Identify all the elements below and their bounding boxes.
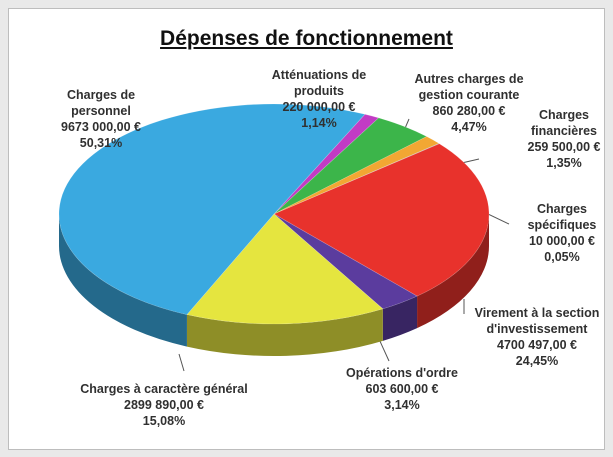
label-percent: 15,08% xyxy=(142,414,186,428)
leader-line xyxy=(378,338,390,362)
data-label: Opérations d'ordre 603 600,00 € 3,14% xyxy=(337,365,467,413)
pie xyxy=(58,103,490,356)
label-amount: 220 000,00 € xyxy=(282,100,356,114)
label-amount: 860 280,00 € xyxy=(432,104,506,118)
slice-side xyxy=(417,214,489,329)
slice xyxy=(273,136,440,215)
slice xyxy=(186,213,384,325)
label-name: Charges à caractère général xyxy=(80,382,248,396)
chart-title: Dépenses de fonctionnement xyxy=(160,27,453,50)
label-percent: 3,14% xyxy=(384,398,420,412)
label-name: Virement à la section d'investissement xyxy=(474,306,600,336)
label-amount: 2899 890,00 € xyxy=(124,398,204,412)
label-name: Opérations d'ordre xyxy=(345,366,459,380)
data-label: Charges spécifiques 10 000,00 € 0,05% xyxy=(517,201,607,265)
label-name: Autres charges de gestion courante xyxy=(414,72,524,102)
label-name: Atténuations de produits xyxy=(271,68,367,98)
slice xyxy=(273,213,418,310)
chart-frame: Dépenses de fonctionnement Atténuations … xyxy=(8,8,605,450)
data-label: Virement à la section d'investissement 47… xyxy=(462,305,612,369)
label-name: Charges de personnel xyxy=(66,88,136,118)
data-label: Charges financières 259 500,00 € 1,35% xyxy=(519,107,609,171)
label-amount: 603 600,00 € xyxy=(365,382,439,396)
label-percent: 1,14% xyxy=(301,116,337,130)
label-amount: 10 000,00 € xyxy=(528,234,596,248)
slice xyxy=(273,113,380,215)
slice-side xyxy=(59,214,187,347)
data-label: Charges à caractère général 2899 890,00 €… xyxy=(64,381,264,429)
data-label: Atténuations de produits 220 000,00 € 1,14… xyxy=(259,67,379,131)
slice-side xyxy=(382,296,418,341)
label-percent: 24,45% xyxy=(515,354,559,368)
label-name: Charges spécifiques xyxy=(527,202,597,232)
label-percent: 1,35% xyxy=(546,156,582,170)
label-name: Charges financières xyxy=(530,108,597,138)
data-label: Charges de personnel 9673 000,00 € 50,31% xyxy=(41,87,161,151)
label-percent: 50,31% xyxy=(79,136,123,150)
data-label: Autres charges de gestion courante 860 28… xyxy=(402,71,537,135)
slice xyxy=(58,103,366,315)
chart xyxy=(58,103,510,372)
label-amount: 4700 497,00 € xyxy=(497,338,577,352)
label-amount: 259 500,00 € xyxy=(527,140,601,154)
slice xyxy=(273,143,490,297)
label-percent: 0,05% xyxy=(544,250,580,264)
label-percent: 4,47% xyxy=(451,120,487,134)
slice-side xyxy=(186,308,383,356)
slice xyxy=(273,117,428,215)
slice xyxy=(273,143,441,215)
leader-line xyxy=(178,353,185,372)
label-amount: 9673 000,00 € xyxy=(61,120,141,134)
